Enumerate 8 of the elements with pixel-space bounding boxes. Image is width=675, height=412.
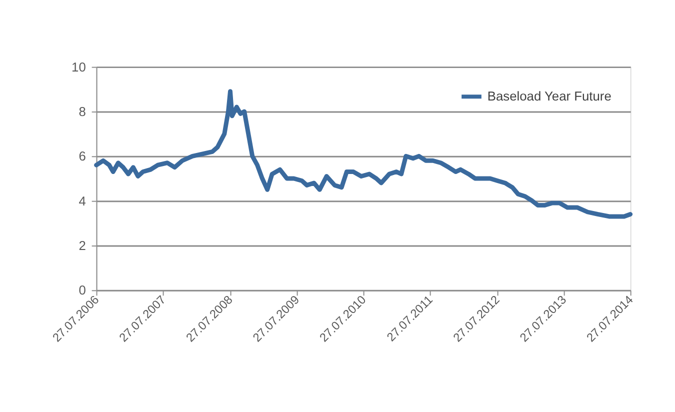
y-tick-label: 0 [78,282,86,298]
y-tick-label: 10 [72,59,86,74]
legend-label: Baseload Year Future [487,88,612,104]
y-tick-label: 2 [78,238,86,253]
y-tick-label: 6 [78,148,86,164]
line-series [94,89,633,219]
y-tick-label: 4 [78,193,86,208]
y-tick-label: 8 [78,104,86,119]
